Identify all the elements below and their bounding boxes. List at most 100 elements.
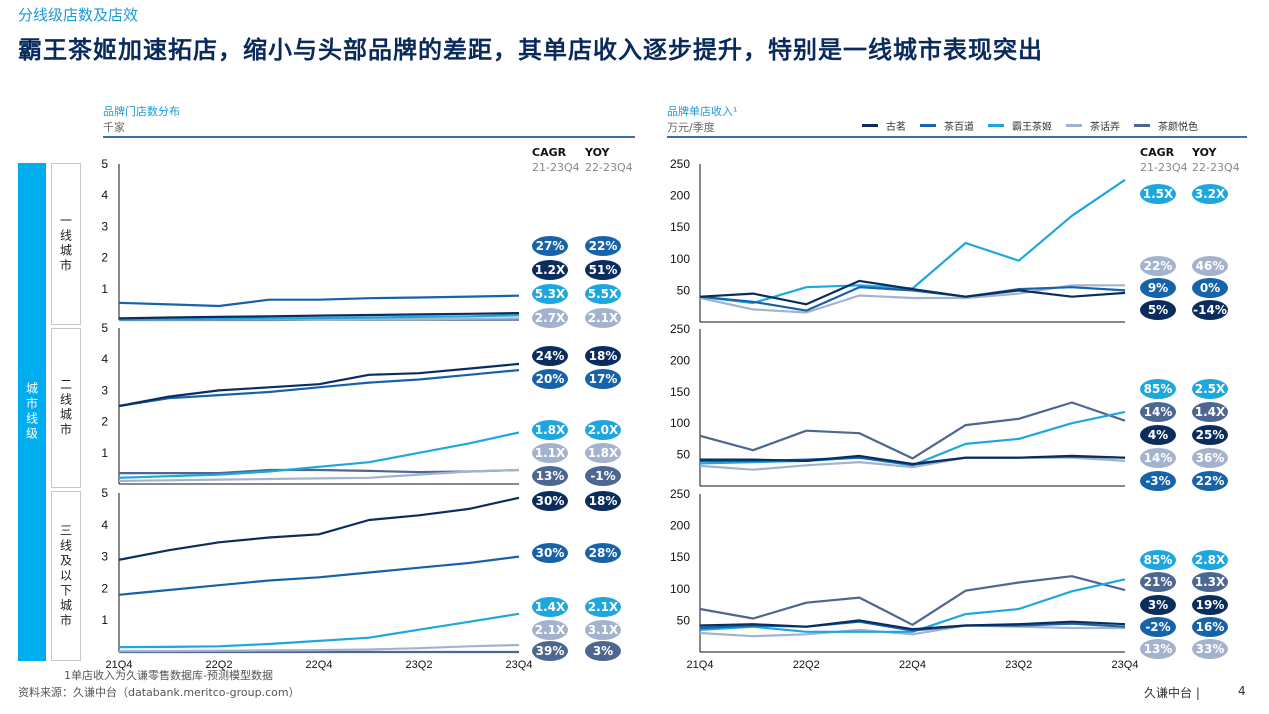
legend-swatch [988, 124, 1004, 127]
city-tier-label: 城市线级 [18, 163, 46, 661]
legend-swatch [862, 124, 878, 127]
y-tick-label: 2 [101, 415, 108, 429]
footer-brand-text: 久谦中台 [1144, 686, 1193, 700]
legend-label: 霸王茶姬 [1012, 122, 1052, 133]
series-line-茶话弄 [118, 468, 520, 482]
series-line-茶百道 [699, 286, 1126, 312]
left-panel-title: 品牌门店数分布 [103, 105, 180, 118]
x-tick-label: 22Q4 [306, 659, 333, 671]
x-tick-label: 23Q2 [1005, 659, 1032, 671]
city-tier-bar [18, 163, 46, 661]
series-line-霸王茶姬 [118, 314, 520, 321]
legend-label: 古茗 [886, 122, 906, 133]
right-panel-title: 品牌单店收入¹ [667, 105, 738, 118]
legend-item-4: 茶颜悦色 [1134, 118, 1198, 133]
cagr-header-right: CAGR [1140, 146, 1175, 159]
legend-label: 茶话弄 [1090, 122, 1120, 133]
series-line-茶话弄 [699, 624, 1125, 638]
y-tick-label: 200 [670, 189, 690, 203]
legend-label: 茶百道 [944, 122, 974, 133]
yoy-header-right: YOY [1192, 146, 1217, 159]
series-line-茶话弄 [119, 643, 520, 653]
source-note: 资料来源：久谦中台（databank.meritco-group.com） [18, 686, 300, 699]
tier-2-text: 二线城市 [58, 378, 73, 438]
y-tick-label: 4 [101, 352, 108, 366]
series-line-霸王茶姬 [118, 612, 520, 649]
legend-item-1: 茶百道 [920, 118, 974, 133]
footnote: 1单店收入为久谦零售数据库-预测模型数据 [64, 669, 273, 682]
x-tick-label: 22Q2 [793, 659, 820, 671]
series-line-古茗 [118, 362, 520, 408]
y-tick-label: 250 [670, 322, 690, 336]
y-tick-label: 1 [101, 282, 108, 296]
x-tick-label: 21Q4 [687, 659, 714, 671]
series-line-古茗 [699, 619, 1126, 631]
legend-swatch [1066, 124, 1082, 127]
series-line-茶颜悦色 [699, 401, 1126, 460]
y-tick-label: 4 [101, 188, 108, 202]
y-tick-label: 50 [677, 448, 691, 462]
series-line-茶百道 [118, 555, 520, 596]
city-tier-text: 城市线级 [24, 382, 39, 442]
y-tick-label: 5 [101, 157, 108, 171]
y-tick-label: 3 [101, 550, 108, 564]
footer-brand: 久谦中台 | [1144, 686, 1200, 700]
page-title: 霸王茶姬加速拓店，缩小与头部品牌的差距，其单店收入逐步提升，特别是一线城市表现突… [18, 36, 1043, 64]
right-panel-unit: 万元/季度 [667, 121, 715, 134]
x-tick-label: 22Q2 [206, 659, 233, 671]
section-label: 分线级店数及店效 [18, 6, 139, 24]
tier-1-text: 一线城市 [58, 214, 73, 274]
x-tick-label: 22Q4 [899, 659, 926, 671]
tier-3-text: 三线及以下城市 [58, 523, 73, 629]
y-tick-label: 1 [101, 446, 108, 460]
x-tick-label: 23Q2 [406, 659, 433, 671]
y-tick-label: 250 [670, 157, 690, 171]
y-tick-label: 50 [677, 283, 691, 297]
chart-revenue-per-store-5: 50 100 150 200 250 21Q4 22Q2 22Q4 23Q2 23Q4 [670, 487, 1138, 671]
chart-legend: 古茗 茶百道 霸王茶姬 茶话弄 茶颜悦色 [862, 118, 1198, 133]
y-tick-label: 3 [101, 219, 108, 233]
legend-item-2: 霸王茶姬 [988, 118, 1052, 133]
chart-store-count-0: 1 2 3 4 5 [101, 157, 520, 322]
y-tick-label: 5 [101, 321, 108, 335]
y-tick-label: 2 [101, 581, 108, 595]
x-tick-label: 21Q4 [106, 659, 133, 671]
series-line-茶颜悦色 [699, 575, 1126, 626]
y-tick-label: 50 [677, 613, 691, 627]
y-tick-label: 200 [670, 353, 690, 367]
yoy-period-right: 22-23Q4 [1192, 161, 1240, 174]
y-tick-label: 4 [101, 518, 108, 532]
y-tick-label: 3 [101, 383, 108, 397]
left-panel-rule [103, 136, 635, 138]
y-tick-label: 150 [670, 550, 690, 564]
y-tick-label: 1 [101, 613, 108, 627]
chart-revenue-per-store-3: 50 100 150 200 250 [670, 157, 1126, 323]
legend-item-3: 茶话弄 [1066, 118, 1120, 133]
chart-revenue-per-store-4: 50 100 150 200 250 [670, 322, 1126, 487]
tier-label-1: 一线城市 [51, 163, 81, 325]
tier-label-3: 三线及以下城市 [51, 491, 81, 661]
x-tick-label: 23Q4 [506, 659, 533, 671]
y-tick-label: 2 [101, 251, 108, 265]
y-tick-label: 150 [670, 220, 690, 234]
series-line-霸王茶姬 [699, 178, 1126, 305]
cagr-header-left: CAGR [532, 146, 567, 159]
y-tick-label: 5 [101, 486, 108, 500]
page-number: 4 [1238, 684, 1246, 698]
tier-label-2: 二线城市 [51, 328, 81, 488]
chart-store-count-2: 1 2 3 4 5 21Q4 22Q2 22Q4 23Q2 23Q4 [101, 486, 532, 671]
y-tick-label: 100 [670, 582, 690, 596]
y-tick-label: 150 [670, 385, 690, 399]
y-tick-label: 200 [670, 519, 690, 533]
x-tick-label: 23Q4 [1112, 659, 1139, 671]
cagr-period-right: 21-23Q4 [1140, 161, 1188, 174]
y-tick-label: 250 [670, 487, 690, 501]
series-line-霸王茶姬 [699, 578, 1126, 633]
series-line-古茗 [118, 496, 520, 561]
series-line-古茗 [699, 279, 1126, 306]
series-line-古茗 [118, 312, 520, 320]
legend-label: 茶颜悦色 [1158, 122, 1198, 133]
right-panel-rule [667, 136, 1247, 138]
legend-swatch [1134, 124, 1150, 127]
